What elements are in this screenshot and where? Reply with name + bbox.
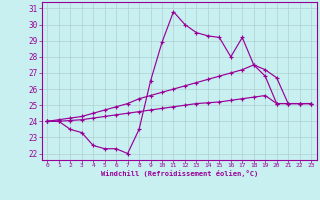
X-axis label: Windchill (Refroidissement éolien,°C): Windchill (Refroidissement éolien,°C) [100, 170, 258, 177]
